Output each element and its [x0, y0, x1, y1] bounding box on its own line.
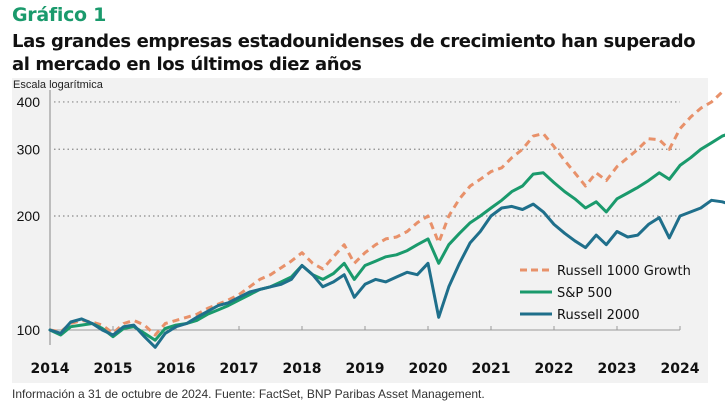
x-tick-label-2023: 2023: [598, 361, 637, 377]
y-tick-label-400: 400: [17, 94, 41, 110]
x-tick-labels: 2014 2015 2016 2017 2018 2019 2020 2021 2022 2023…: [31, 361, 700, 377]
series-lines: [48, 89, 725, 349]
x-tick-label-2014: 2014: [31, 361, 70, 377]
x-tick-label-2022: 2022: [535, 361, 574, 377]
x-tick-label-2018: 2018: [283, 361, 322, 377]
source-note: Información a 31 de octubre de 2024. Fue…: [12, 387, 485, 401]
x-tick-label-2020: 2020: [409, 361, 448, 377]
legend: Russell 1000 Growth S&P 500 Russell 2000: [520, 264, 691, 323]
x-tick-label-2016: 2016: [157, 361, 196, 377]
series-line-russell-2000: [48, 198, 725, 349]
y-axis-label: Escala logarítmica: [13, 79, 103, 91]
y-tick-labels: 100 200 300 400: [17, 94, 41, 338]
x-tick-label-2019: 2019: [346, 361, 385, 377]
x-tick-label-2024: 2024: [661, 361, 700, 377]
x-tick-label-2021: 2021: [472, 361, 511, 377]
y-tick-label-100: 100: [17, 322, 41, 338]
x-tick-label-2017: 2017: [220, 361, 259, 377]
gridlines: [54, 101, 680, 217]
legend-label-s-p-500: S&P 500: [557, 286, 612, 301]
series-line-russell-1000-growth: [49, 89, 725, 337]
chart-panel: [12, 78, 708, 383]
y-tick-label-300: 300: [17, 141, 41, 157]
y-tick-label-200: 200: [17, 208, 41, 224]
chart-kicker: Gráfico 1: [12, 4, 107, 26]
legend-label-russell-2000: Russell 2000: [557, 308, 640, 323]
legend-label-russell-1000-growth: Russell 1000 Growth: [557, 264, 691, 279]
chart-title: Las grandes empresas estadounidenses de …: [12, 31, 696, 75]
series-line-s-p-500: [48, 133, 725, 342]
axes: [49, 90, 681, 345]
x-tick-label-2015: 2015: [94, 361, 133, 377]
